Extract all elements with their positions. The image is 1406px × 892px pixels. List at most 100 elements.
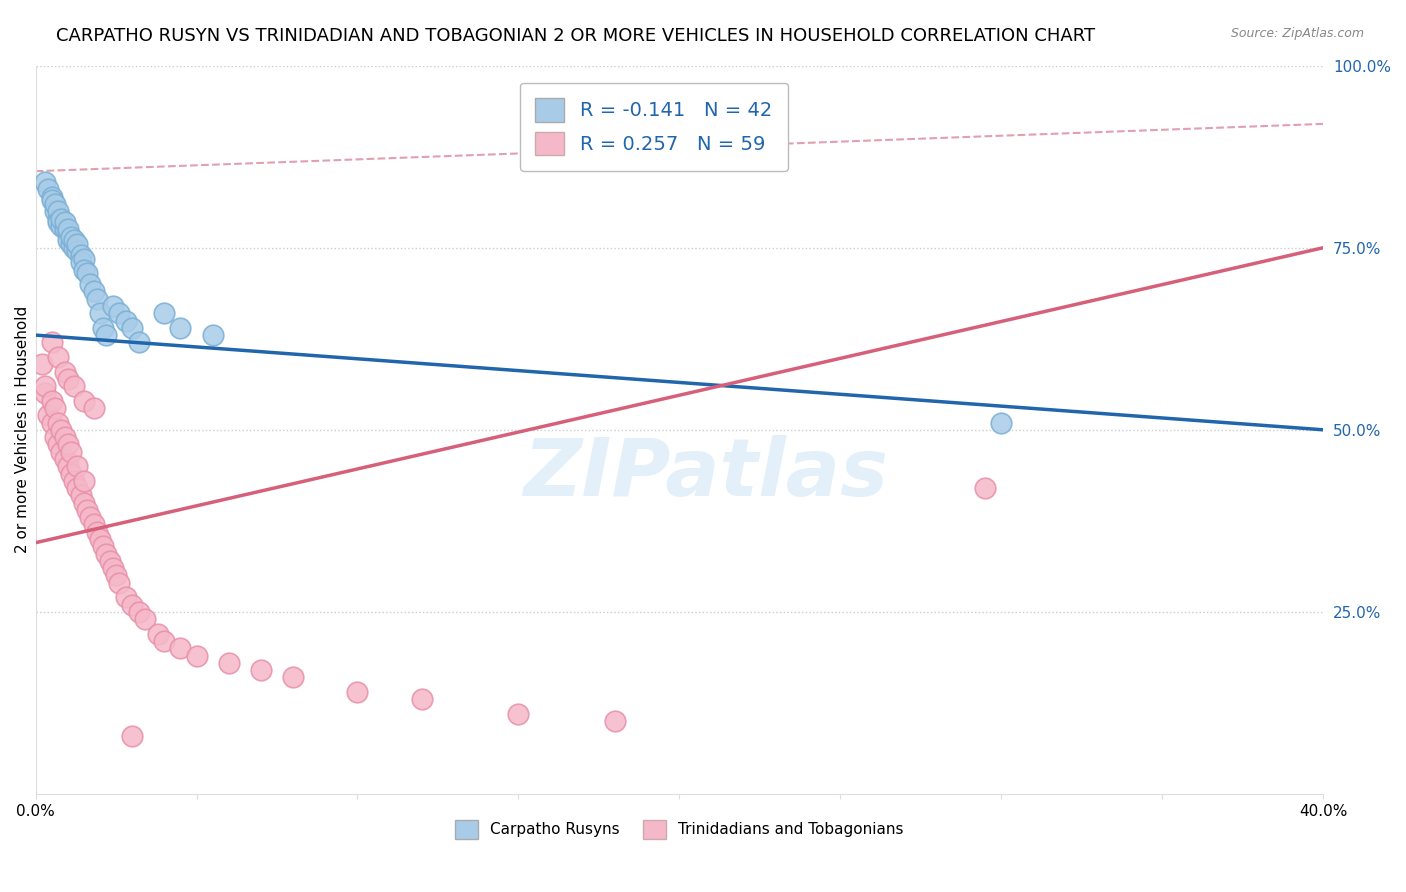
Point [153,634,176,648]
Point [41,416,63,430]
Y-axis label: 2 or more Vehicles in Household: 2 or more Vehicles in Household [15,306,30,553]
Point [114,591,136,605]
Point [86,292,108,306]
Point [53,215,76,229]
Point [96,547,118,561]
Point [121,598,143,612]
Point [66,237,89,252]
Point [98,554,121,568]
Point [73,262,96,277]
Point [59,467,82,481]
Point [66,244,89,259]
Point [91,321,114,335]
Point [128,335,150,350]
Point [76,503,98,517]
Point [53,430,76,444]
Point [79,277,101,292]
Point [250,663,273,677]
Point [508,706,530,721]
Point [41,393,63,408]
Point [66,481,89,495]
Point [37,409,59,423]
Point [56,437,79,451]
Point [169,641,191,656]
Point [46,437,69,451]
Point [146,626,169,640]
Point [603,714,626,728]
Point [96,328,118,343]
Point [101,299,124,313]
Point [153,306,176,320]
Point [31,357,53,371]
Point [73,393,96,408]
Point [89,532,111,546]
Point [346,685,368,699]
Point [105,568,128,582]
Point [63,379,86,393]
Point [51,219,73,233]
Point [46,416,69,430]
Point [91,540,114,554]
Point [128,605,150,619]
Point [69,488,91,502]
Point [121,729,143,743]
Point [990,416,1012,430]
Point [974,481,997,495]
Point [79,510,101,524]
Point [56,372,79,386]
Text: ZIPatlas: ZIPatlas [523,434,887,513]
Point [56,234,79,248]
Point [108,306,131,320]
Point [63,474,86,488]
Point [73,474,96,488]
Point [66,459,89,474]
Point [134,612,156,626]
Text: CARPATHO RUSYN VS TRINIDADIAN AND TOBAGONIAN 2 OR MORE VEHICLES IN HOUSEHOLD COR: CARPATHO RUSYN VS TRINIDADIAN AND TOBAGO… [56,27,1095,45]
Point [108,575,131,590]
Point [46,211,69,226]
Point [34,175,56,189]
Point [59,444,82,458]
Point [114,313,136,327]
Point [46,215,69,229]
Point [281,670,304,684]
Point [73,496,96,510]
Point [46,350,69,364]
Point [73,252,96,266]
Point [53,222,76,236]
Point [121,321,143,335]
Point [53,452,76,467]
Point [56,459,79,474]
Point [169,321,191,335]
Point [34,386,56,401]
Point [44,204,66,219]
Point [83,517,105,532]
Point [63,241,86,255]
Point [41,190,63,204]
Point [44,430,66,444]
Point [44,401,66,415]
Legend: Carpatho Rusyns, Trinidadians and Tobagonians: Carpatho Rusyns, Trinidadians and Tobago… [449,814,910,845]
Point [56,226,79,240]
Point [41,335,63,350]
Point [56,222,79,236]
Point [83,285,105,299]
Point [63,234,86,248]
Point [89,306,111,320]
Point [44,197,66,211]
Point [411,692,433,706]
Point [51,444,73,458]
Point [59,237,82,252]
Point [218,656,240,670]
Point [101,561,124,575]
Point [86,524,108,539]
Text: Source: ZipAtlas.com: Source: ZipAtlas.com [1230,27,1364,40]
Point [51,211,73,226]
Point [53,365,76,379]
Point [76,266,98,280]
Point [34,379,56,393]
Point [69,255,91,269]
Point [41,194,63,208]
Point [59,229,82,244]
Point [69,248,91,262]
